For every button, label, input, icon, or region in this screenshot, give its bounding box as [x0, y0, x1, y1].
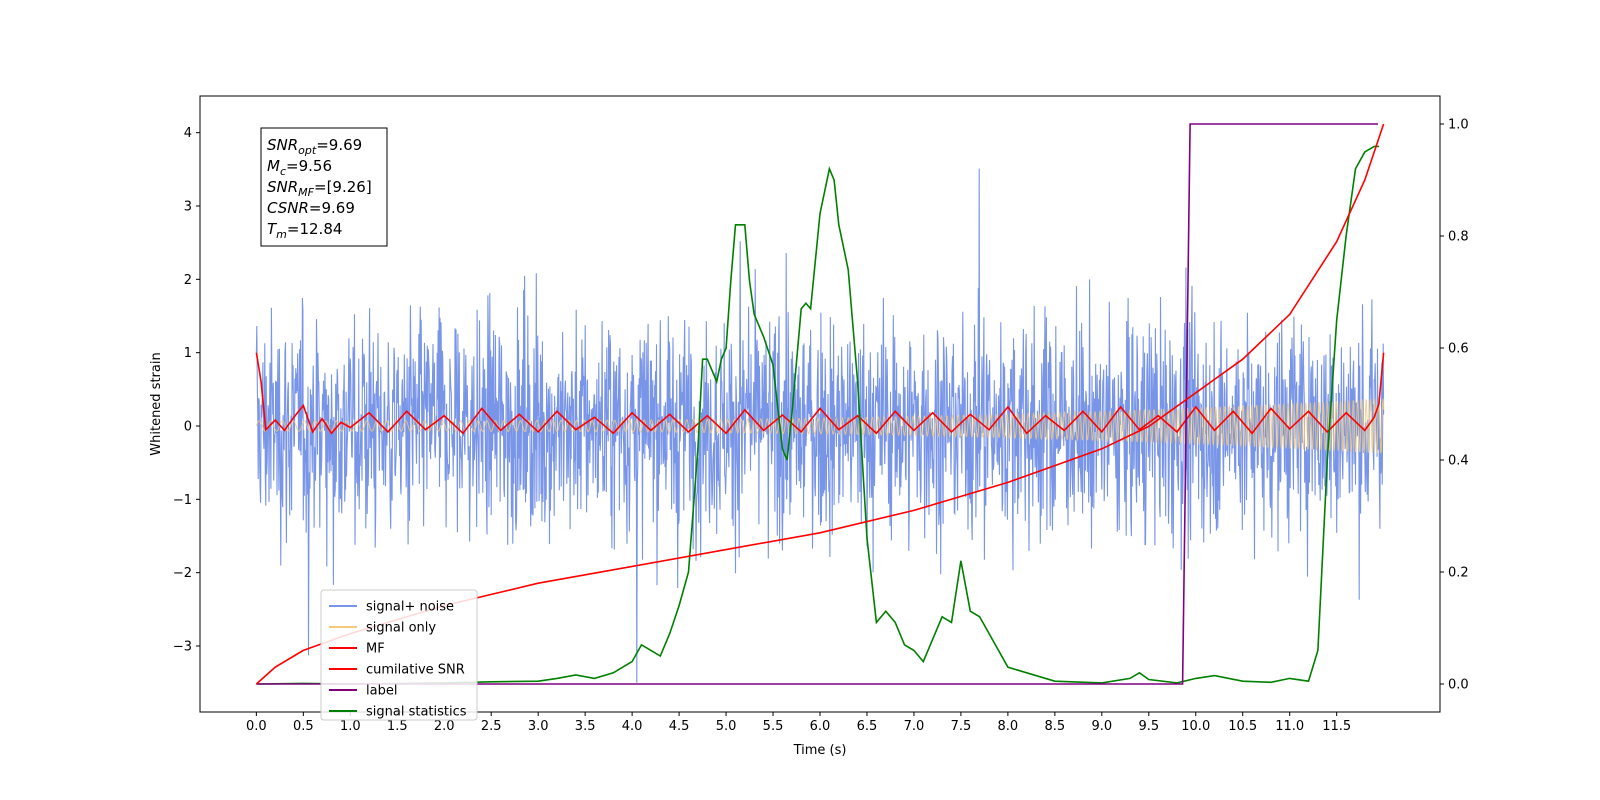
x-tick-label: 6.0	[810, 719, 831, 734]
x-tick-label: 0.0	[246, 719, 267, 734]
series-signal-statistics	[256, 145, 1379, 685]
x-tick-label: 7.5	[951, 719, 972, 734]
right-y-tick-label: 0.8	[1448, 230, 1469, 245]
series-mf	[255, 352, 1385, 435]
x-tick-label: 1.5	[387, 719, 408, 734]
x-tick-label: 6.5	[857, 719, 878, 734]
y-axis-label: Whitened strain	[149, 352, 164, 455]
x-tick-label: 10.0	[1181, 719, 1210, 734]
legend-entry: cumilative SNR	[366, 663, 465, 678]
series-label	[256, 123, 1378, 685]
x-axis-ticks: 0.0 0.5 1.0 1.5 2.0 2.5 3.0 3.5 4.0 4.5 5.0 5.5 6.0 6…	[246, 712, 1351, 734]
left-y-tick-label: 0	[184, 420, 192, 435]
x-tick-label: 9.0	[1091, 719, 1112, 734]
x-tick-label: 11.5	[1322, 719, 1351, 734]
annotation-line: Mc=9.56	[267, 157, 332, 178]
annotation-line: SNRopt=9.69	[267, 136, 362, 157]
x-tick-label: 10.5	[1228, 719, 1257, 734]
x-tick-label: 3.5	[575, 719, 596, 734]
x-axis-label: Time (s)	[793, 743, 847, 758]
x-tick-label: 5.5	[763, 719, 784, 734]
right-y-tick-label: 1.0	[1448, 118, 1469, 133]
legend-entry: signal statistics	[366, 705, 467, 720]
x-tick-label: 2.0	[434, 719, 455, 734]
x-tick-label: 1.0	[340, 719, 361, 734]
right-y-tick-label: 0.4	[1448, 454, 1469, 469]
x-tick-label: 11.0	[1275, 719, 1304, 734]
legend: signal+ noise signal only MF cumilative SNR…	[320, 589, 478, 721]
x-tick-label: 3.0	[528, 719, 549, 734]
right-y-axis-ticks: 1.0 0.8 0.6 0.4 0.2 0.0	[1440, 118, 1469, 693]
left-y-axis-ticks: 4 3 2 1 0 −1 −2 −3	[173, 126, 200, 655]
left-y-tick-label: 4	[184, 126, 192, 141]
annotation-line: CSNR=9.69	[267, 199, 355, 217]
legend-entry: MF	[366, 642, 385, 657]
right-y-tick-label: 0.6	[1448, 342, 1469, 357]
annotation-line: SNRMF=[9.26]	[267, 178, 372, 199]
x-tick-label: 0.5	[293, 719, 314, 734]
x-tick-label: 9.5	[1138, 719, 1159, 734]
x-tick-label: 4.5	[669, 719, 690, 734]
legend-entry: label	[366, 684, 397, 699]
series-signal-only	[255, 398, 1385, 454]
left-y-tick-label: −3	[173, 640, 192, 655]
right-y-tick-label: 0.0	[1448, 678, 1469, 693]
left-y-tick-label: 2	[184, 273, 192, 288]
x-tick-label: 8.0	[998, 719, 1019, 734]
left-y-tick-label: −2	[173, 566, 192, 581]
x-tick-label: 8.5	[1045, 719, 1066, 734]
x-tick-label: 7.0	[904, 719, 925, 734]
right-y-tick-label: 0.2	[1448, 566, 1469, 581]
plot-area	[255, 123, 1385, 685]
series-signal-noise	[255, 168, 1385, 683]
left-y-tick-label: −1	[173, 493, 192, 508]
legend-entry: signal+ noise	[366, 600, 454, 615]
x-tick-label: 5.0	[716, 719, 737, 734]
left-y-tick-label: 3	[184, 200, 192, 215]
left-y-tick-label: 1	[184, 346, 192, 361]
x-tick-label: 4.0	[622, 719, 643, 734]
x-tick-label: 2.5	[481, 719, 502, 734]
annotation-line: Tm=12.84	[267, 220, 342, 241]
legend-entry: signal only	[366, 621, 436, 636]
